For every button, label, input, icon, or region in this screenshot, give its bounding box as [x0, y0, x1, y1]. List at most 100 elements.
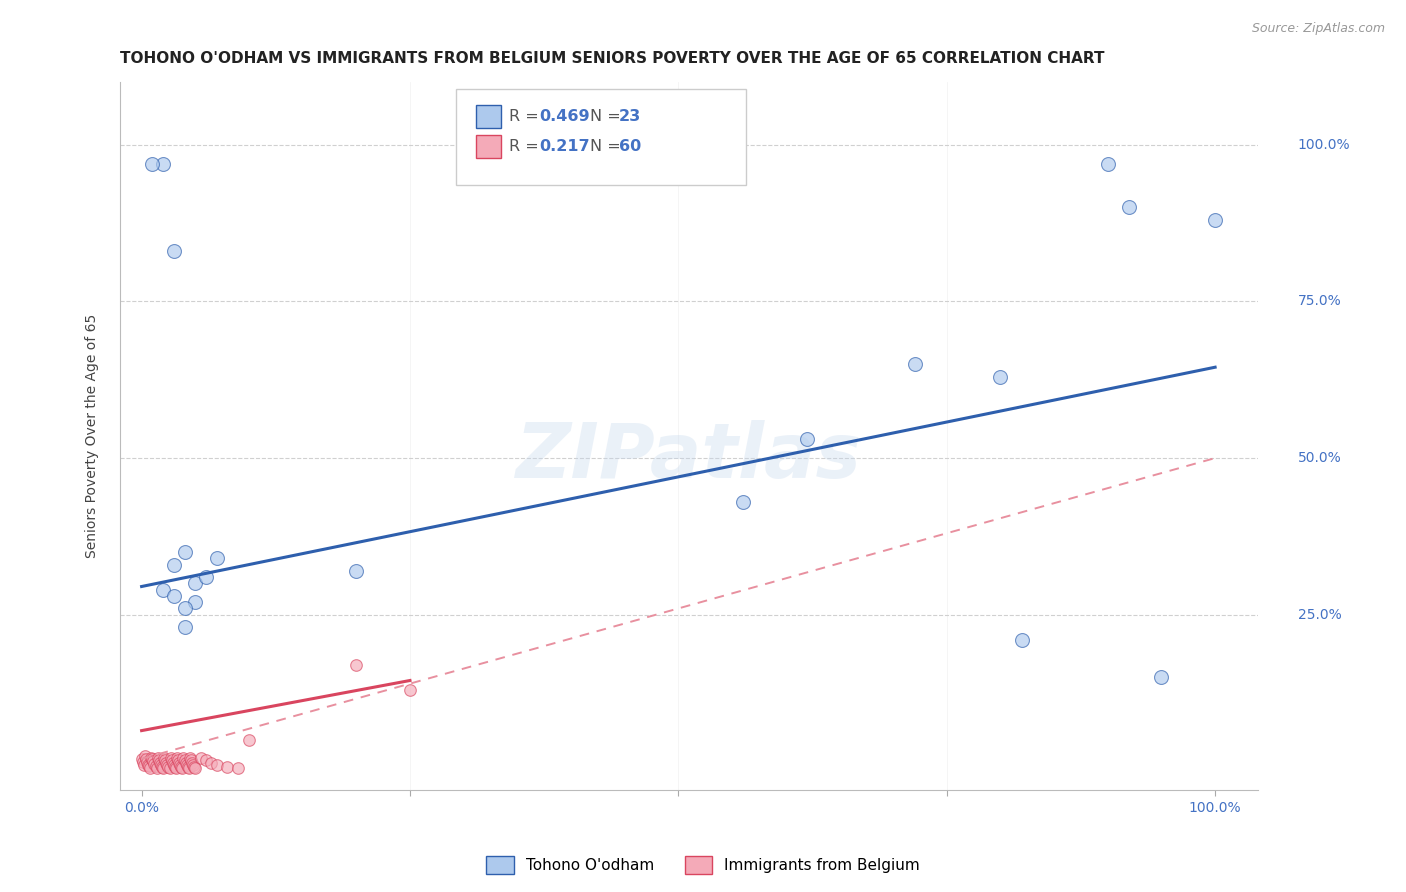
Point [163, 758, 186, 772]
Point [399, 682, 422, 697]
Point [195, 753, 218, 767]
Point [136, 755, 159, 769]
Point [165, 761, 187, 775]
Text: N =: N = [591, 110, 621, 124]
Point [1204, 213, 1226, 227]
Point [134, 748, 156, 763]
Point [141, 752, 163, 766]
Y-axis label: Seniors Poverty Over the Age of 65: Seniors Poverty Over the Age of 65 [86, 314, 100, 558]
Text: ZIPatlas: ZIPatlas [516, 420, 862, 494]
Point [181, 758, 204, 772]
Point [159, 761, 181, 775]
Point [157, 760, 180, 774]
Point [177, 760, 200, 774]
Point [155, 756, 177, 770]
Point [344, 657, 367, 672]
Point [184, 595, 207, 609]
Point [173, 545, 195, 559]
Point [179, 750, 201, 764]
Point [152, 761, 174, 775]
Point [143, 756, 166, 771]
Point [141, 156, 163, 170]
Text: 0.217: 0.217 [538, 139, 589, 154]
Point [903, 357, 925, 371]
Point [167, 753, 190, 767]
Point [132, 758, 155, 772]
Point [131, 755, 153, 769]
Point [163, 589, 186, 603]
Point [344, 564, 367, 578]
Point [184, 761, 207, 775]
Point [190, 750, 212, 764]
Point [1118, 201, 1140, 215]
Point [162, 756, 184, 770]
Text: N =: N = [591, 139, 621, 154]
Point [177, 761, 200, 775]
Point [150, 760, 173, 774]
Point [195, 570, 218, 584]
Legend: Tohono O'odham, Immigrants from Belgium: Tohono O'odham, Immigrants from Belgium [479, 850, 927, 880]
Point [141, 750, 163, 764]
Text: 25.0%: 25.0% [1298, 607, 1341, 622]
FancyBboxPatch shape [477, 136, 502, 158]
Text: TOHONO O'ODHAM VS IMMIGRANTS FROM BELGIUM SENIORS POVERTY OVER THE AGE OF 65 COR: TOHONO O'ODHAM VS IMMIGRANTS FROM BELGIU… [120, 51, 1105, 66]
Point [172, 761, 194, 775]
Point [152, 582, 174, 597]
Point [159, 750, 181, 764]
Text: R =: R = [509, 139, 538, 154]
Point [1097, 156, 1119, 170]
Point [173, 601, 195, 615]
Text: 100.0%: 100.0% [1298, 137, 1351, 152]
Point [136, 758, 159, 772]
Text: 23: 23 [619, 110, 641, 124]
Point [170, 760, 193, 774]
Point [156, 758, 179, 772]
Text: 50.0%: 50.0% [1298, 451, 1341, 465]
Point [238, 733, 260, 747]
Text: R =: R = [509, 110, 538, 124]
Point [131, 752, 153, 766]
Point [135, 752, 157, 766]
Text: 75.0%: 75.0% [1298, 294, 1341, 309]
Point [173, 620, 195, 634]
Point [176, 758, 198, 772]
Point [145, 759, 167, 773]
Point [205, 551, 228, 566]
Point [1150, 670, 1173, 684]
Point [205, 758, 228, 772]
Point [146, 750, 169, 764]
Point [1011, 632, 1033, 647]
Point [167, 756, 190, 770]
Point [163, 760, 186, 774]
Point [217, 760, 239, 774]
Point [155, 753, 177, 767]
Point [149, 756, 172, 770]
Point [172, 750, 194, 764]
Point [139, 761, 162, 775]
Text: 0.469: 0.469 [538, 110, 589, 124]
Point [149, 758, 172, 772]
Point [181, 756, 204, 770]
Point [160, 753, 183, 767]
Point [174, 756, 197, 770]
Text: 60: 60 [619, 139, 641, 154]
Point [200, 756, 222, 770]
Point [138, 759, 160, 773]
Point [173, 753, 195, 767]
Point [142, 754, 165, 768]
Point [184, 576, 207, 591]
Point [145, 761, 167, 775]
Point [990, 369, 1012, 384]
Point [153, 750, 176, 764]
Point [796, 432, 818, 446]
Point [163, 244, 186, 259]
Point [183, 760, 205, 774]
Point [148, 753, 170, 767]
Point [166, 750, 188, 764]
FancyBboxPatch shape [456, 89, 747, 185]
Point [169, 758, 191, 772]
Point [163, 558, 186, 572]
Point [731, 495, 754, 509]
Point [152, 156, 174, 170]
Text: Source: ZipAtlas.com: Source: ZipAtlas.com [1251, 22, 1385, 36]
